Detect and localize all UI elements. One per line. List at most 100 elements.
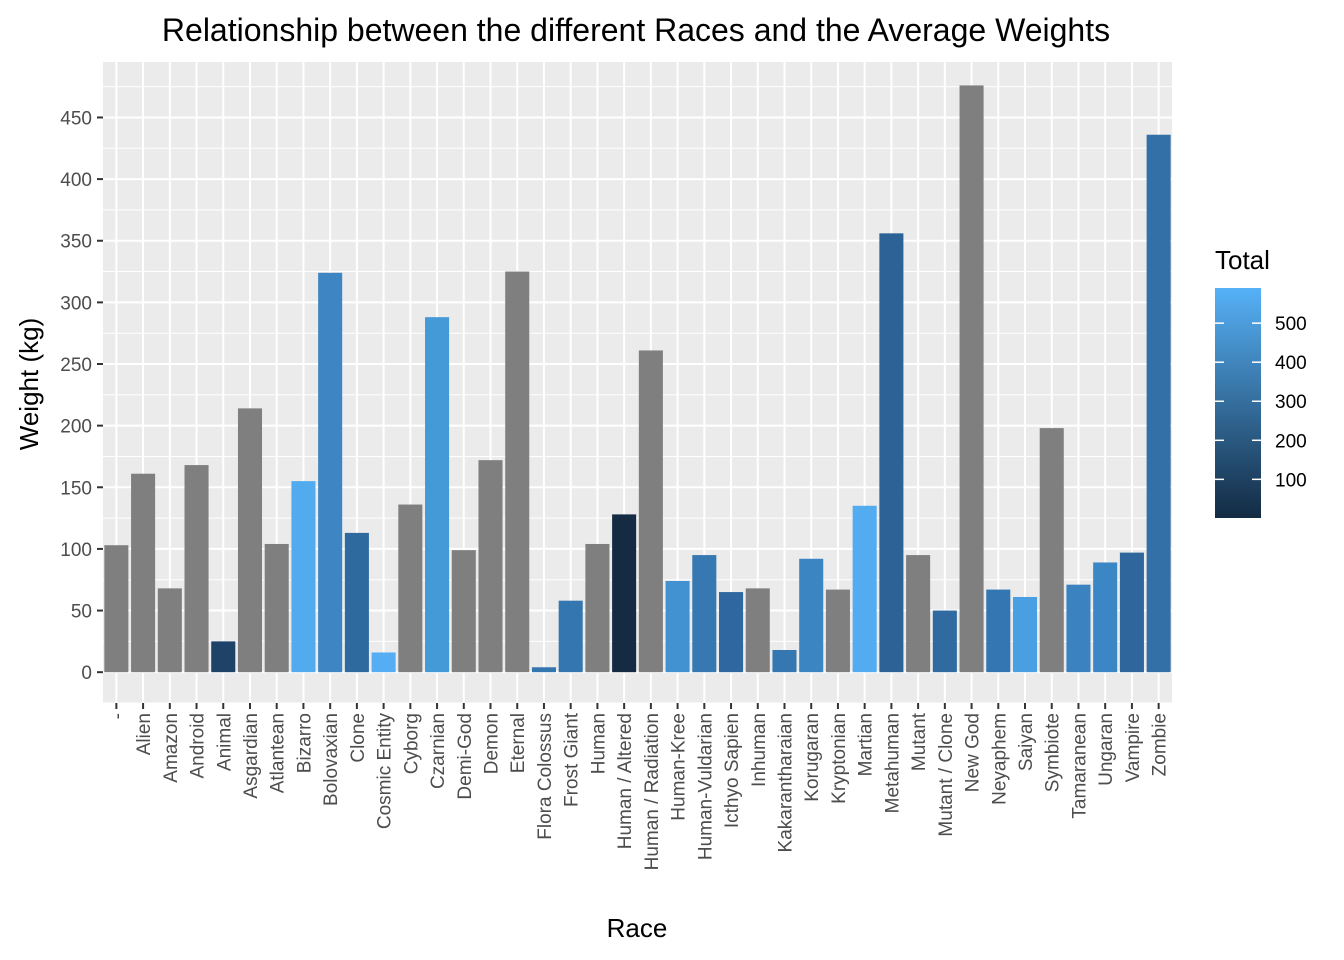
- bar-neyaphem: [986, 589, 1011, 673]
- bar-human-kree: [665, 580, 690, 673]
- x-tick-label-human-vuldarian: Human-Vuldarian: [695, 713, 716, 860]
- x-tick-label-eternal: Eternal: [508, 713, 529, 773]
- x-tick-label-asgardian: Asgardian: [241, 713, 262, 799]
- legend-label: 300: [1275, 392, 1307, 413]
- x-tick-label-clone: Clone: [348, 713, 369, 763]
- y-tick-label: 450: [60, 108, 92, 129]
- x-tick-label-symbiote: Symbiote: [1043, 713, 1064, 792]
- bar-atlantean: [264, 543, 289, 673]
- x-tick-label-saiyan: Saiyan: [1016, 713, 1037, 771]
- legend-title: Total: [1215, 245, 1270, 275]
- x-tick-label-metahuman: Metahuman: [882, 713, 903, 813]
- bar-demi-god: [451, 550, 476, 673]
- y-tick-label: 50: [71, 602, 92, 623]
- bar-amazon: [157, 588, 182, 673]
- bar-flora-colossus: [531, 667, 556, 673]
- x-tick-label-demon: Demon: [482, 713, 503, 774]
- x-tick-label-android: Android: [188, 713, 209, 779]
- legend-label: 200: [1275, 431, 1307, 452]
- bar-human-radiation: [638, 350, 663, 673]
- x-tick-label-kakarantharaian: Kakarantharaian: [775, 713, 796, 852]
- x-tick-label-bolovaxian: Bolovaxian: [321, 713, 342, 806]
- bar-inhuman: [745, 588, 770, 673]
- plot-panel: [103, 62, 1172, 704]
- x-axis-title: Race: [607, 913, 668, 943]
- legend-label: 400: [1275, 353, 1307, 374]
- x-tick-label-human-altered: Human / Altered: [615, 713, 636, 849]
- legend-label: 500: [1275, 314, 1307, 335]
- x-tick-label-dash: -: [107, 713, 128, 719]
- bar-eternal: [505, 271, 530, 673]
- x-tick-label-korugaran: Korugaran: [802, 713, 823, 802]
- bar-martian: [852, 505, 877, 673]
- bar-korugaran: [799, 558, 824, 673]
- x-tick-label-human-kree: Human-Kree: [669, 713, 690, 821]
- bar-kryptonian: [825, 589, 850, 673]
- bar-human: [585, 543, 610, 673]
- legend: Total 100 200 300 400 500: [1215, 245, 1307, 518]
- bar-saiyan: [1012, 596, 1038, 673]
- x-tick-label-cyborg: Cyborg: [401, 713, 422, 774]
- bar-android: [184, 465, 209, 673]
- x-tick-label-human: Human: [588, 713, 609, 774]
- bar-czarnian: [425, 317, 450, 673]
- x-tick-label-frost-giant: Frost Giant: [562, 712, 583, 807]
- x-tick-label-atlantean: Atlantean: [268, 713, 289, 793]
- bar-bizarro: [291, 481, 316, 673]
- x-tick-label-human-radiation: Human / Radiation: [642, 713, 663, 870]
- x-tick-label-czarnian: Czarnian: [428, 713, 449, 789]
- bar-dash: [104, 545, 129, 673]
- x-tick-label-vampire: Vampire: [1123, 713, 1144, 782]
- x-tick-label-kryptonian: Kryptonian: [829, 713, 850, 804]
- bar-cosmic-entity: [371, 652, 396, 673]
- x-tick-label-alien: Alien: [134, 713, 155, 755]
- panel-background: [103, 62, 1172, 703]
- bar-frost-giant: [558, 600, 583, 673]
- x-tick-label-flora-colossus: Flora Colossus: [535, 713, 556, 840]
- x-tick-label-animal: Animal: [214, 713, 235, 771]
- bar-vampire: [1119, 552, 1144, 673]
- y-tick-label: 350: [60, 232, 92, 253]
- bar-alien: [131, 473, 156, 673]
- legend-label: 100: [1275, 470, 1307, 491]
- y-tick-label: 200: [60, 417, 92, 438]
- x-tick-label-new-god: New God: [963, 713, 984, 792]
- bar-clone: [344, 532, 369, 673]
- bar-icthyo-sapien: [719, 592, 744, 673]
- y-axis-title: Weight (kg): [14, 318, 44, 450]
- bar-tamaranean: [1066, 584, 1091, 673]
- x-tick-label-tamaranean: Tamaranean: [1069, 713, 1090, 819]
- x-tick-label-zombie: Zombie: [1150, 713, 1171, 776]
- bar-kakarantharaian: [772, 649, 797, 673]
- y-tick-label: 300: [60, 293, 92, 314]
- bar-asgardian: [237, 408, 263, 673]
- bar-metahuman: [879, 233, 904, 673]
- x-tick-label-amazon: Amazon: [161, 713, 182, 783]
- y-tick-label: 250: [60, 355, 92, 376]
- y-tick-label: 400: [60, 170, 92, 191]
- bar-human-vuldarian: [692, 555, 717, 673]
- y-tick-label: 150: [60, 478, 92, 499]
- x-tick-label-demi-god: Demi-God: [455, 713, 476, 800]
- bar-demon: [478, 460, 503, 673]
- x-tick-label-icthyo-sapien: Icthyo Sapien: [722, 713, 743, 828]
- x-tick-label-bizarro: Bizarro: [294, 713, 315, 773]
- x-tick-label-mutant-clone: Mutant / Clone: [936, 713, 957, 837]
- x-tick-label-ungaran: Ungaran: [1096, 713, 1117, 786]
- x-tick-label-mutant: Mutant: [909, 712, 930, 771]
- bar-bolovaxian: [318, 272, 343, 673]
- y-tick-label: 0: [81, 663, 92, 684]
- x-tick-label-neyaphem: Neyaphem: [989, 713, 1010, 805]
- bar-ungaran: [1093, 562, 1118, 673]
- bar-animal: [211, 641, 236, 673]
- x-tick-label-inhuman: Inhuman: [749, 713, 770, 787]
- bar-mutant: [906, 555, 931, 673]
- bar-zombie: [1146, 134, 1171, 673]
- bar-new-god: [959, 85, 984, 673]
- bar-symbiote: [1039, 428, 1064, 673]
- bar-cyborg: [398, 504, 423, 673]
- chart-title: Relationship between the different Races…: [162, 12, 1110, 48]
- x-tick-label-martian: Martian: [856, 713, 877, 776]
- y-axis: 0 50 100 150 200 250 300 350 400 450: [60, 108, 103, 684]
